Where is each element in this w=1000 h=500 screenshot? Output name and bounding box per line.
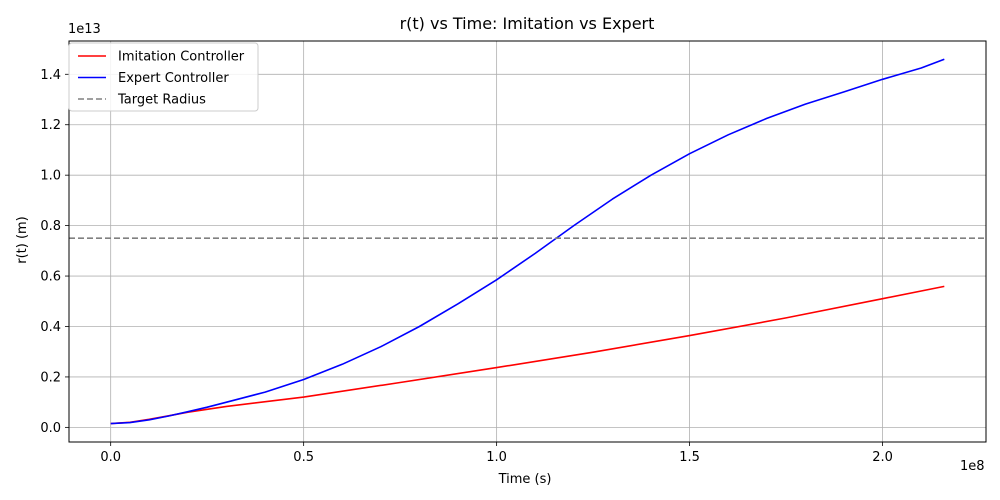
- x-tick-label: 0.0: [100, 450, 121, 465]
- series-layer: [69, 58, 986, 425]
- y-tick-label: 0.2: [40, 370, 61, 385]
- axes: 0.0 0.5 1.0 1.5 2.0 0.0 0.2 0.4 0.6 0.8 1.0 1.2 1.4: [40, 68, 893, 465]
- x-axis-label: Time (s): [498, 472, 552, 487]
- y-tick-label: 0.6: [40, 270, 61, 285]
- plot-area: [68, 40, 987, 443]
- imitation-controller-line: [110, 285, 945, 425]
- chart-title: r(t) vs Time: Imitation vs Expert: [400, 14, 655, 33]
- y-axis-label: r(t) (m): [15, 216, 30, 264]
- grid: [69, 41, 986, 442]
- y-tick-label: 0.4: [40, 320, 61, 335]
- x-tick-label: 2.0: [872, 450, 893, 465]
- legend-label-expert-controller: Expert Controller: [118, 71, 229, 86]
- legend-label-target-radius: Target Radius: [117, 93, 206, 108]
- legend-items: Imitation Controller Expert Controller Tar…: [78, 50, 245, 108]
- y-tick-label: 0.8: [40, 219, 61, 234]
- legend: Imitation Controller Expert Controller Tar…: [68, 42, 259, 112]
- y-axis-multiplier: 1e13: [68, 22, 101, 37]
- x-axis-multiplier: 1e8: [960, 459, 985, 474]
- y-tick-label: 1.0: [40, 169, 61, 184]
- y-tick-label: 1.2: [40, 118, 61, 133]
- legend-label-imitation-controller: Imitation Controller: [118, 50, 245, 65]
- y-tick-label: 1.4: [40, 68, 61, 83]
- legend-frame: [68, 42, 259, 112]
- y-tick-label: 0.0: [40, 421, 61, 436]
- x-tick-label: 0.5: [293, 450, 314, 465]
- x-tick-label: 1.0: [486, 450, 507, 465]
- x-tick-label: 1.5: [679, 450, 700, 465]
- expert-controller-line: [110, 58, 945, 425]
